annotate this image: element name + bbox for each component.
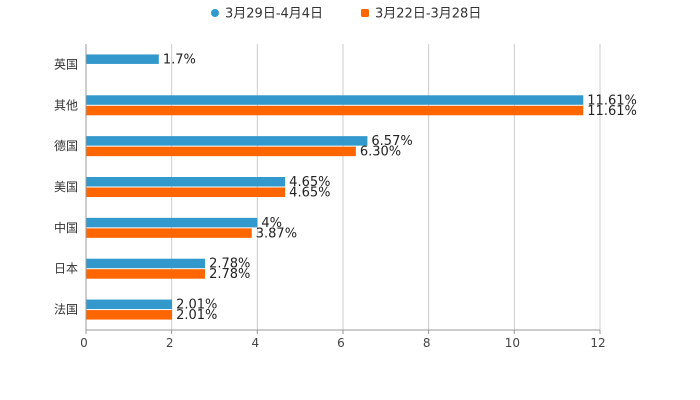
data-label: 6.57%: [371, 134, 412, 149]
data-label: 3.87%: [256, 226, 297, 241]
legend-label: 3月29日-4月4日: [225, 7, 323, 22]
y-category-label: 中国: [54, 220, 78, 235]
y-category-label: 英国: [54, 57, 78, 71]
data-label: 11.61%: [587, 104, 637, 119]
data-label: 2.01%: [176, 308, 217, 323]
bar-series1-0[interactable]: [86, 54, 159, 64]
data-label: 6.30%: [360, 145, 401, 160]
label-layer: 1.7% 11.61%11.61% 6.57%6.30% 4.65%4.65% 4%3.…: [163, 52, 637, 323]
y-category-label: 其他: [54, 98, 78, 112]
x-tick-label: 8: [423, 336, 431, 350]
bar-series2-6[interactable]: [86, 310, 173, 320]
bar-series2-3[interactable]: [86, 187, 286, 198]
bar-series2-1[interactable]: [86, 105, 584, 116]
x-tick-label: 4: [252, 336, 260, 350]
data-label: 1.7%: [163, 52, 196, 67]
legend-marker-icon: [361, 9, 369, 17]
bar-series2-2[interactable]: [86, 146, 356, 157]
legend-label: 3月22日-3月28日: [375, 7, 481, 22]
legend[interactable]: 3月29日-4月4日 3月22日-3月28日: [211, 7, 481, 22]
data-label: 2.78%: [209, 257, 250, 272]
data-label: 11.61%: [587, 93, 637, 108]
legend-marker-icon: [211, 9, 219, 17]
legend-item-series1[interactable]: 3月29日-4月4日: [211, 7, 323, 22]
bar-series1-6[interactable]: [86, 299, 173, 310]
bar-layer: [86, 54, 584, 320]
y-category-label: 德国: [54, 138, 78, 153]
data-label: 4%: [261, 216, 282, 231]
bar-series1-5[interactable]: [86, 258, 206, 269]
bar-series1-3[interactable]: [86, 177, 286, 187]
x-tick-label: 12: [590, 336, 605, 350]
y-category-label: 日本: [54, 262, 78, 276]
x-tick-label: 2: [166, 336, 174, 350]
data-label: 2.78%: [209, 267, 250, 282]
bar-series1-4[interactable]: [86, 217, 258, 228]
y-category-label: 美国: [54, 180, 78, 194]
data-label: 2.01%: [176, 298, 217, 313]
y-category-label: 法国: [54, 303, 78, 317]
data-label: 4.65%: [289, 186, 330, 201]
grid-layer: [171, 44, 601, 330]
legend-item-series2[interactable]: 3月22日-3月28日: [361, 7, 481, 22]
bar-series2-5[interactable]: [86, 269, 206, 279]
data-label: 4.65%: [289, 175, 330, 190]
bar-series2-4[interactable]: [86, 228, 252, 238]
bar-series1-1[interactable]: [86, 95, 584, 105]
x-tick-label: 6: [337, 336, 345, 350]
x-tick-label: 10: [505, 336, 520, 350]
bar-series1-2[interactable]: [86, 136, 368, 146]
x-tick-label: 0: [80, 336, 88, 350]
